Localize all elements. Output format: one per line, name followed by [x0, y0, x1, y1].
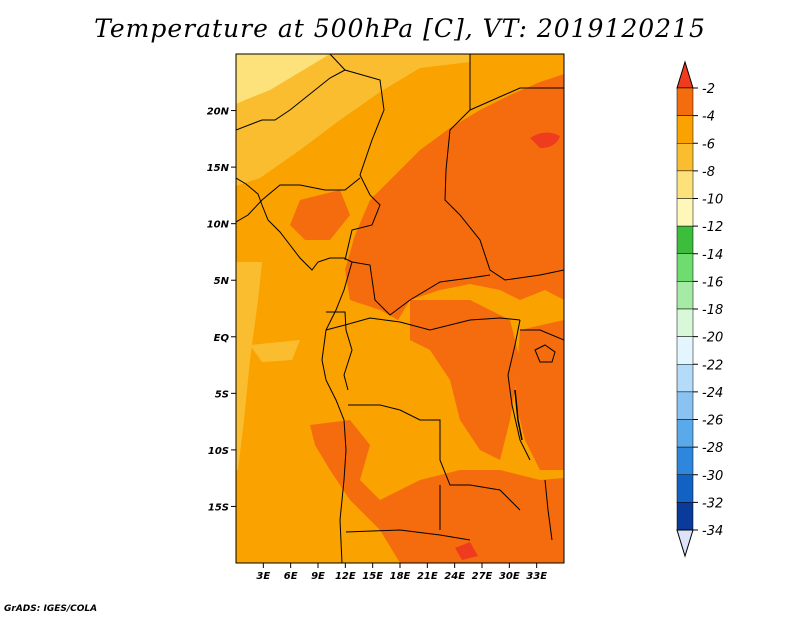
lat-tick-label: 5S	[215, 389, 229, 400]
lon-tick-label: 30E	[499, 571, 520, 582]
lat-tick-label: EQ	[214, 333, 230, 344]
lat-tick-label: 10N	[207, 220, 230, 231]
field-deep-east	[515, 320, 564, 470]
border-west-africa	[236, 177, 361, 223]
colorbar-swatch	[676, 308, 694, 337]
lon-tick-label: 15E	[362, 571, 383, 582]
colorbar-under-triangle	[676, 529, 694, 558]
latitude-axis: 20N 15N 10N 5N EQ 5S 10S 15S	[207, 107, 236, 513]
country-borders	[236, 54, 564, 563]
lon-tick-label: 18E	[390, 571, 411, 582]
colorbar-swatch	[676, 281, 694, 310]
colorbar-label: -8	[702, 165, 715, 180]
colorbar-swatch	[676, 253, 694, 282]
colorbar-label: -28	[702, 441, 723, 456]
colorbar-swatch	[676, 143, 694, 172]
field-deep-ne	[345, 54, 564, 320]
map-title: Temperature at 500hPa [C], VT: 201912021…	[94, 14, 706, 43]
colorbar-label: -10	[702, 193, 723, 208]
colorbar-swatch	[676, 115, 694, 144]
field-deep-red-spot	[530, 132, 560, 148]
lon-tick-label: 33E	[526, 571, 547, 582]
border-east-africa	[520, 329, 564, 341]
colorbar-label: -2	[702, 82, 715, 97]
colorbar-swatch	[676, 364, 694, 393]
grads-credit: GrADS: IGES/COLA	[4, 604, 98, 614]
colorbar-label: -4	[702, 110, 715, 125]
border-sahara	[329, 54, 385, 261]
border-car	[351, 261, 491, 316]
colorbar-swatch	[676, 391, 694, 420]
lon-tick-label: 12E	[335, 571, 356, 582]
longitude-axis: 3E 6E 9E 12E 15E 18E 21E 24E 27E 30E 33E	[256, 563, 547, 582]
colorbar-label: -16	[702, 275, 723, 290]
colorbar-swatch	[676, 198, 694, 227]
colorbar-swatch	[676, 474, 694, 503]
border-drc-angola	[348, 404, 521, 511]
lake-malawi	[544, 479, 553, 541]
colorbar-label: -12	[702, 220, 723, 235]
border-congo	[325, 317, 521, 331]
lon-tick-label: 24E	[444, 571, 465, 582]
colorbar-label: -30	[702, 469, 723, 484]
colorbar-label: -18	[702, 303, 723, 318]
lon-tick-label: 9E	[311, 571, 325, 582]
colorbar: -2 -4 -6 -8 -10 -12 -14 -16 -18 -20 -22 -24 -26 -28 -3…	[676, 60, 723, 558]
border-drc-east	[507, 319, 531, 461]
colorbar-swatch	[676, 225, 694, 254]
lat-tick-label: 5N	[214, 276, 230, 287]
lake-tanganyika	[514, 389, 523, 441]
lon-tick-label: 3E	[256, 571, 270, 582]
lon-tick-label: 6E	[284, 571, 298, 582]
colorbar-over-triangle	[676, 60, 694, 89]
border-libya	[469, 87, 564, 111]
field-light-gulf	[250, 340, 300, 362]
colorbar-swatch	[676, 336, 694, 365]
lat-tick-label: 15S	[208, 502, 229, 513]
colorbar-swatch	[676, 419, 694, 448]
border-gabon	[326, 311, 353, 391]
coastline-west	[236, 177, 353, 563]
temperature-field	[236, 54, 564, 563]
lon-tick-label: 27E	[472, 571, 493, 582]
colorbar-swatch	[676, 446, 694, 475]
colorbar-swatch	[676, 170, 694, 199]
lat-tick-label: 15N	[207, 163, 230, 174]
border-angola-south	[345, 529, 471, 541]
colorbar-label: -34	[702, 524, 723, 539]
colorbar-label: -14	[702, 248, 723, 263]
field-deep-south	[310, 420, 564, 563]
colorbar-label: -26	[702, 414, 723, 429]
colorbar-label: -22	[702, 358, 723, 373]
lon-tick-label: 21E	[417, 571, 438, 582]
lat-tick-label: 20N	[207, 107, 230, 118]
colorbar-label: -32	[702, 496, 723, 511]
field-red-south	[455, 542, 478, 560]
lake-victoria	[534, 344, 556, 363]
field-pale-nw	[236, 54, 330, 104]
colorbar-swatch	[676, 87, 694, 116]
border-niger-chad	[444, 54, 564, 281]
lat-tick-label: 10S	[208, 446, 229, 457]
field-light-west	[236, 262, 262, 470]
colorbar-label: -6	[702, 137, 715, 152]
field-light-nw	[236, 54, 470, 186]
field-deep-center	[410, 300, 520, 460]
field-deep-cameroon	[290, 190, 350, 240]
colorbar-label: -20	[702, 331, 723, 346]
colorbar-swatch	[676, 502, 694, 531]
border-mali-niger	[236, 69, 346, 131]
colorbar-label: -24	[702, 386, 723, 401]
